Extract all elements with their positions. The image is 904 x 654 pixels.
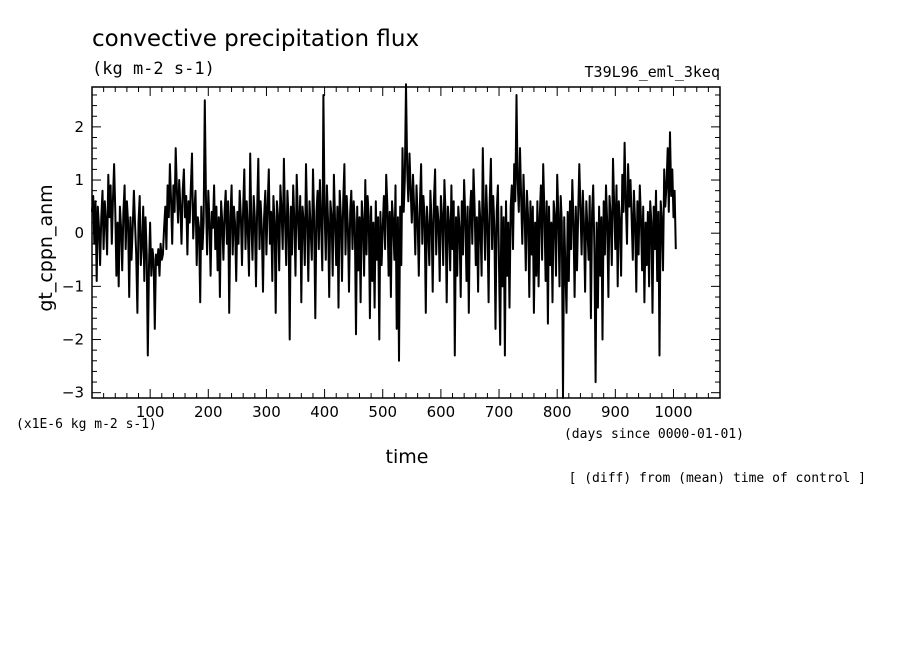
x-tick-label: 500	[368, 403, 397, 421]
x-tick-label: 600	[427, 403, 456, 421]
series-line-0	[91, 83, 677, 399]
x-tick-label: 900	[601, 403, 630, 421]
y-tick-label: 1	[74, 171, 84, 189]
x-axis-units: (days since 0000-01-01)	[564, 427, 744, 442]
chart-title: convective precipitation flux	[92, 26, 419, 52]
x-axis-title: time	[386, 446, 429, 468]
plot-area: 100 200 300 400 500 600 700 800 900 1000 −3 −2 −1 0 1 2	[62, 83, 720, 421]
y-tick-label: 0	[74, 224, 84, 242]
y-tick-label: −2	[62, 331, 84, 349]
diff-note: [ (diff) from (mean) time of control ]	[569, 471, 866, 486]
x-tick-label: 200	[194, 403, 223, 421]
y-tick-label: 2	[74, 118, 84, 136]
y-tick-label: −1	[62, 277, 84, 295]
plot-frame	[91, 86, 721, 399]
x-tick-label: 300	[252, 403, 281, 421]
x-tick-label: 1000	[654, 403, 692, 421]
experiment-label: T39L96_eml_3keq	[585, 63, 720, 81]
x-tick-label: 800	[543, 403, 572, 421]
y-axis-title: gt_cppn_anm	[35, 184, 57, 311]
x-tick-label: 100	[136, 403, 165, 421]
y-tick-label: −3	[62, 384, 84, 402]
chart-units: (kg m-2 s-1)	[92, 59, 215, 79]
y-axis-units: (x1E-6 kg m-2 s-1)	[16, 417, 157, 432]
x-tick-label: 400	[310, 403, 339, 421]
x-tick-label: 700	[485, 403, 514, 421]
